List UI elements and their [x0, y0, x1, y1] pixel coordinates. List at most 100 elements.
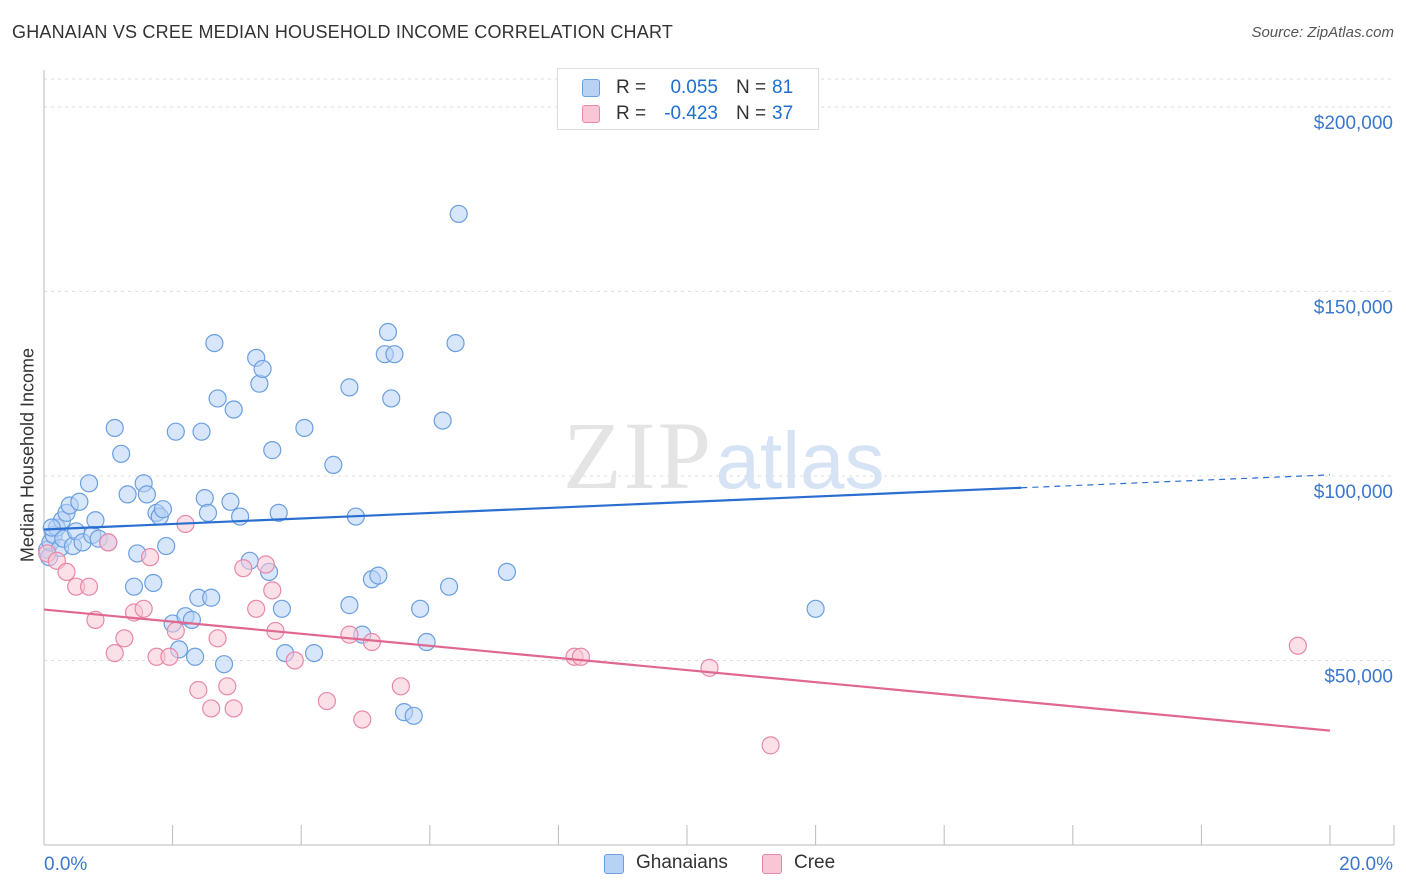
r-value: 0.055 [670, 77, 718, 98]
trend-lines [43, 474, 1331, 732]
point-ghanaians [231, 507, 250, 526]
legend-row-cree: R = -0.423 N = 37 [558, 102, 818, 126]
y-axis-label: Median Household Income [17, 347, 38, 563]
watermark-atlas: atlas [716, 416, 885, 505]
legend-swatch-cree [762, 854, 782, 874]
x-tick-label-min: 0.0% [44, 854, 87, 875]
tick-labels: $50,000 $100,000 $150,000 $200,000 0.0% 20.0% [44, 113, 1393, 875]
n-label: N = [736, 77, 767, 98]
point-cree [115, 629, 134, 648]
point-ghanaians [304, 643, 324, 663]
point-ghanaians [272, 599, 292, 618]
point-ghanaians [263, 441, 282, 460]
point-cree [140, 548, 160, 567]
chart-title: GHANAIAN VS CREE MEDIAN HOUSEHOLD INCOME… [12, 22, 674, 42]
correlation-legend: R = 0.055 N = 81 R = -0.423 N = 37 [557, 68, 819, 130]
point-ghanaians [118, 485, 137, 504]
series-legend: Ghanaians Cree [0, 852, 1406, 876]
y-tick-label: $150,000 [1314, 297, 1393, 318]
r-value: -0.423 [664, 103, 718, 124]
point-ghanaians [411, 599, 430, 618]
point-ghanaians [42, 518, 61, 537]
point-ghanaians [86, 511, 105, 530]
watermark: ZIP atlas [563, 402, 884, 509]
legend-label-cree: Cree [794, 852, 836, 873]
point-ghanaians [295, 418, 314, 438]
point-cree [79, 577, 99, 596]
point-ghanaians [404, 706, 423, 725]
point-cree [353, 710, 372, 729]
point-ghanaians [221, 492, 240, 511]
point-ghanaians [70, 492, 89, 511]
legend-swatch-cree [582, 105, 600, 123]
x-tick-label-max: 20.0% [1339, 854, 1393, 875]
point-ghanaians [157, 536, 176, 556]
legend-swatch-ghanaians [604, 854, 624, 874]
point-ghanaians [182, 610, 201, 629]
r-label: R = [616, 103, 647, 124]
point-ghanaians [369, 566, 388, 585]
point-cree [134, 599, 153, 618]
point-ghanaians [79, 474, 99, 493]
point-ghanaians [202, 588, 221, 607]
point-ghanaians [224, 400, 243, 419]
watermark-zip: ZIP [563, 402, 713, 509]
point-cree [317, 691, 337, 711]
point-cree [189, 680, 208, 700]
point-ghanaians [198, 503, 218, 522]
point-ghanaians [195, 488, 214, 508]
point-cree [166, 621, 185, 641]
point-ghanaians [153, 500, 173, 519]
point-cree [571, 647, 591, 666]
point-ghanaians [385, 345, 404, 364]
point-ghanaians [382, 389, 401, 408]
point-ghanaians [105, 418, 124, 438]
point-cree [202, 699, 221, 718]
point-ghanaians [124, 577, 144, 596]
point-cree [761, 736, 780, 755]
point-cree [340, 625, 359, 644]
point-cree [105, 643, 124, 663]
point-cree [285, 651, 304, 670]
point-ghanaians [192, 422, 211, 441]
point-ghanaians [137, 485, 156, 504]
point-ghanaians [806, 599, 825, 618]
y-tick-label: $200,000 [1314, 113, 1393, 134]
point-ghanaians [340, 596, 359, 615]
trend-line-ghanaians [43, 486, 1022, 531]
point-cree [99, 533, 118, 552]
point-ghanaians [144, 573, 163, 593]
n-label: N = [736, 103, 767, 124]
n-value: 81 [772, 77, 794, 98]
n-value: 37 [772, 103, 794, 124]
point-ghanaians [166, 422, 185, 441]
point-ghanaians [214, 655, 234, 674]
point-cree [234, 559, 253, 578]
point-cree [218, 677, 237, 696]
point-ghanaians [186, 647, 205, 666]
point-ghanaians [205, 333, 224, 353]
point-cree [208, 629, 227, 648]
point-ghanaians [324, 455, 343, 474]
point-ghanaians [112, 444, 131, 463]
y-tick-label: $100,000 [1314, 482, 1393, 503]
point-cree [263, 581, 282, 600]
point-cree [1288, 636, 1307, 655]
trend-line-ghanaians-extension [1021, 474, 1331, 489]
point-cree [256, 555, 275, 574]
point-ghanaians [497, 562, 517, 582]
point-ghanaians [208, 389, 227, 408]
point-ghanaians [269, 503, 288, 522]
point-ghanaians [439, 577, 459, 596]
axes [43, 70, 1395, 846]
point-ghanaians [446, 333, 465, 353]
point-cree [224, 699, 243, 718]
point-ghanaians [449, 204, 468, 224]
point-ghanaians [433, 411, 452, 430]
point-cree [160, 647, 179, 666]
point-cree [57, 562, 76, 582]
point-cree [391, 677, 410, 696]
point-ghanaians [250, 374, 269, 393]
source-label: Source: ZipAtlas.com [1251, 24, 1394, 41]
